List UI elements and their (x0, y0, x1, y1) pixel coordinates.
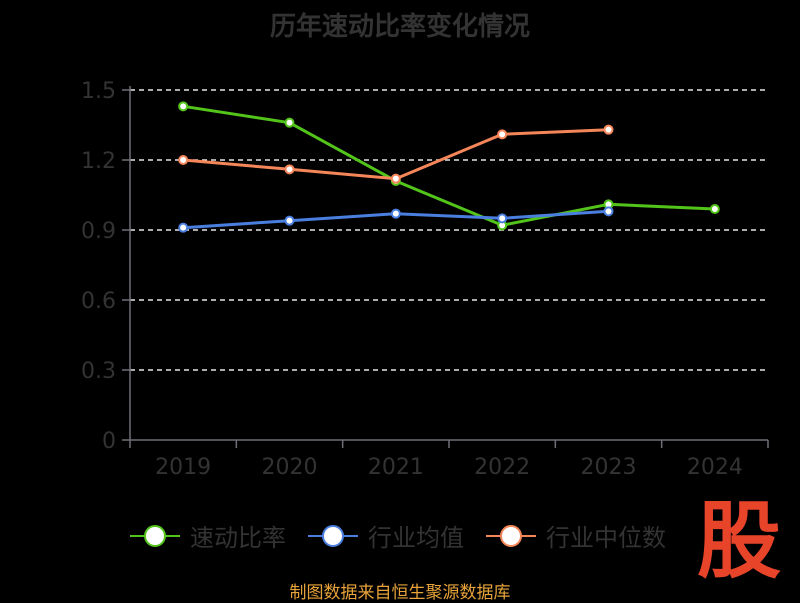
legend-label-0: 速动比率 (190, 524, 286, 552)
y-tick-label-3: 0.9 (81, 219, 116, 244)
y-tick-label-5: 1.5 (81, 79, 116, 104)
x-tick-label-5: 2024 (687, 455, 743, 480)
data-point-s1-1[interactable] (284, 215, 295, 226)
legend-item-1[interactable]: 行业均值 (308, 518, 464, 553)
legend-marker-1 (308, 524, 358, 548)
y-tick-label-2: 0.6 (81, 289, 116, 314)
series-lines (182, 104, 715, 230)
y-tick-label-4: 1.2 (81, 149, 116, 174)
data-point-s1-0[interactable] (178, 222, 189, 233)
logo: 股 (696, 492, 781, 590)
legend-label-2: 行业中位数 (546, 524, 666, 552)
x-tick-label-2: 2021 (368, 455, 424, 480)
chart-title: 历年速动比率变化情况 (269, 12, 530, 42)
x-tick-label-1: 2020 (262, 455, 318, 480)
legend: 速动比率 行业均值 行业中位数 (130, 518, 666, 553)
series-line-2 (183, 128, 609, 181)
data-point-s1-3[interactable] (497, 213, 508, 224)
legend-label-1: 行业均值 (368, 524, 464, 552)
data-point-s0-1[interactable] (284, 117, 295, 128)
data-point-s2-3[interactable] (497, 129, 508, 140)
data-point-s0-5[interactable] (709, 204, 720, 214)
data-point-s2-2[interactable] (390, 173, 401, 184)
legend-marker-2 (486, 524, 536, 548)
data-point-s2-0[interactable] (178, 155, 189, 165)
footer-source: 制图数据来自恒生聚源数据库 (289, 583, 511, 603)
series-line-0 (182, 104, 715, 227)
legend-item-0[interactable]: 速动比率 (130, 518, 286, 553)
data-point-s1-2[interactable] (390, 208, 401, 219)
legend-item-2[interactable]: 行业中位数 (486, 518, 666, 553)
data-points (178, 101, 720, 233)
x-tick-label-0: 2019 (155, 455, 211, 480)
axes: 0 0.3 0.6 0.9 1.2 1.5 2019 2020 2021 2022 2023 2024 (81, 79, 769, 480)
x-tick-label-4: 2023 (581, 455, 637, 480)
data-point-s0-0[interactable] (178, 101, 189, 112)
y-tick-label-1: 0.3 (81, 359, 116, 384)
legend-marker-0 (130, 524, 180, 548)
y-tick-label-0: 0 (102, 429, 116, 454)
grid-lines (130, 89, 768, 371)
data-point-s2-1[interactable] (284, 164, 295, 175)
x-tick-label-3: 2022 (474, 455, 530, 480)
data-point-s1-4[interactable] (603, 206, 614, 217)
data-point-s2-4[interactable] (603, 124, 614, 135)
